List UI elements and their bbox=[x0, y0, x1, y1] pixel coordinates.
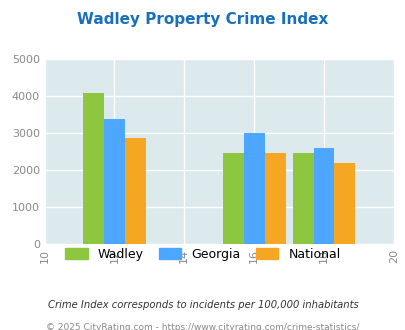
Text: © 2025 CityRating.com - https://www.cityrating.com/crime-statistics/: © 2025 CityRating.com - https://www.city… bbox=[46, 323, 359, 330]
Bar bbox=[243, 133, 264, 244]
Bar bbox=[334, 163, 354, 244]
Text: Wadley Property Crime Index: Wadley Property Crime Index bbox=[77, 12, 328, 26]
Text: Crime Index corresponds to incidents per 100,000 inhabitants: Crime Index corresponds to incidents per… bbox=[47, 300, 358, 310]
Legend: Wadley, Georgia, National: Wadley, Georgia, National bbox=[60, 243, 345, 266]
Bar bbox=[313, 148, 334, 244]
Bar bbox=[264, 153, 285, 244]
Bar bbox=[222, 152, 243, 244]
Bar bbox=[292, 152, 313, 244]
Bar bbox=[83, 93, 104, 244]
Bar bbox=[125, 139, 145, 244]
Bar bbox=[104, 119, 125, 244]
